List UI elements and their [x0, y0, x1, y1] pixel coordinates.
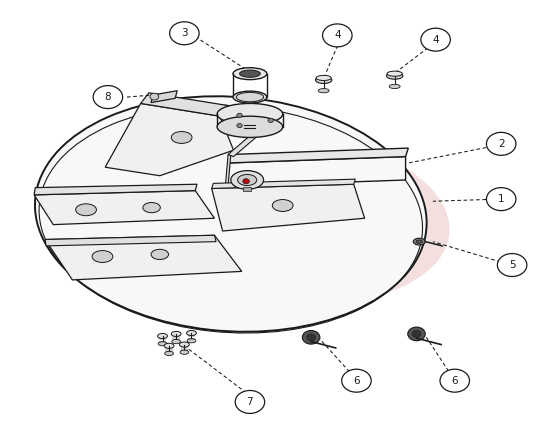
Ellipse shape: [76, 204, 97, 216]
Ellipse shape: [236, 92, 264, 102]
Circle shape: [170, 22, 199, 45]
Ellipse shape: [386, 72, 403, 79]
Circle shape: [235, 390, 265, 413]
Polygon shape: [45, 235, 242, 280]
Ellipse shape: [272, 199, 293, 211]
Circle shape: [268, 118, 273, 122]
Polygon shape: [212, 184, 365, 231]
Circle shape: [323, 24, 352, 47]
Ellipse shape: [231, 171, 264, 189]
Text: 8: 8: [105, 92, 111, 102]
Circle shape: [486, 187, 516, 211]
Ellipse shape: [233, 68, 267, 80]
Ellipse shape: [171, 331, 181, 336]
Text: 6: 6: [353, 376, 360, 386]
Ellipse shape: [233, 91, 267, 103]
Polygon shape: [228, 131, 261, 157]
Ellipse shape: [143, 202, 160, 213]
Ellipse shape: [35, 96, 427, 332]
Circle shape: [237, 124, 242, 128]
Ellipse shape: [238, 175, 257, 185]
Text: 1: 1: [498, 194, 505, 204]
Ellipse shape: [171, 131, 192, 143]
Text: 6: 6: [451, 376, 458, 386]
Polygon shape: [243, 187, 251, 190]
Ellipse shape: [158, 333, 167, 339]
Circle shape: [341, 369, 371, 392]
Ellipse shape: [316, 75, 331, 80]
Text: SPECIALISTS: SPECIALISTS: [153, 219, 352, 247]
Polygon shape: [34, 190, 215, 225]
Text: 4: 4: [334, 30, 340, 40]
Circle shape: [440, 369, 469, 392]
Polygon shape: [141, 93, 228, 116]
Ellipse shape: [413, 238, 425, 245]
Ellipse shape: [180, 342, 189, 347]
Circle shape: [237, 113, 242, 117]
Ellipse shape: [389, 84, 400, 89]
Ellipse shape: [316, 77, 332, 83]
Ellipse shape: [387, 71, 402, 76]
Circle shape: [93, 86, 122, 109]
Text: EQUIPMENT: EQUIPMENT: [138, 181, 323, 209]
Circle shape: [486, 132, 516, 155]
Ellipse shape: [158, 342, 167, 346]
Ellipse shape: [165, 351, 173, 356]
Polygon shape: [45, 235, 216, 246]
Circle shape: [412, 330, 421, 337]
Text: 4: 4: [432, 35, 439, 45]
Ellipse shape: [172, 339, 181, 344]
Text: 3: 3: [181, 28, 188, 38]
Polygon shape: [212, 179, 355, 188]
Ellipse shape: [187, 339, 196, 343]
Ellipse shape: [187, 330, 197, 336]
Text: 2: 2: [498, 139, 505, 149]
Polygon shape: [228, 157, 406, 186]
Ellipse shape: [217, 104, 283, 125]
Text: 7: 7: [247, 397, 253, 407]
Ellipse shape: [239, 70, 260, 77]
Circle shape: [150, 93, 159, 100]
Circle shape: [408, 327, 425, 341]
Circle shape: [243, 179, 249, 184]
Ellipse shape: [416, 240, 423, 244]
Circle shape: [421, 28, 450, 51]
Ellipse shape: [180, 350, 189, 354]
Polygon shape: [105, 104, 233, 176]
Circle shape: [307, 334, 316, 341]
Ellipse shape: [164, 343, 174, 348]
Circle shape: [302, 330, 320, 344]
Polygon shape: [225, 155, 231, 186]
Ellipse shape: [151, 249, 169, 259]
Ellipse shape: [217, 116, 283, 137]
Polygon shape: [228, 148, 408, 163]
Circle shape: [497, 253, 527, 276]
Ellipse shape: [318, 89, 329, 93]
Polygon shape: [34, 184, 197, 195]
Polygon shape: [151, 91, 177, 103]
Text: 5: 5: [509, 260, 516, 270]
Ellipse shape: [92, 250, 113, 262]
